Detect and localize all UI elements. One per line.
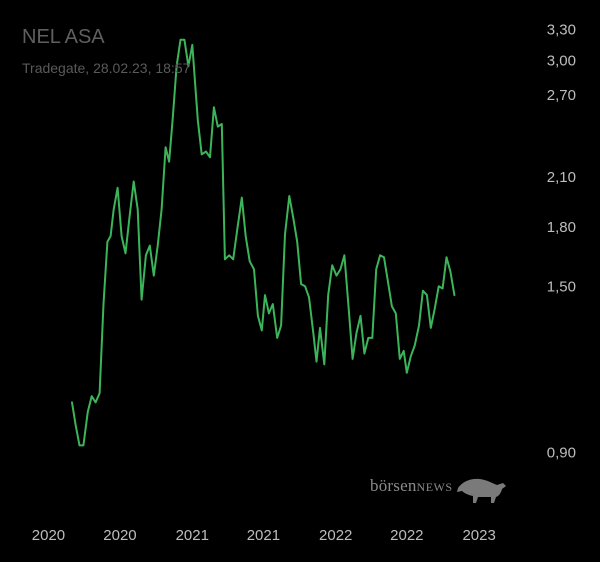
chart-title: NEL ASA (22, 26, 105, 48)
x-tick-label: 2022 (319, 527, 352, 544)
x-tick-label: 2020 (32, 527, 65, 544)
x-tick-label: 2023 (462, 527, 495, 544)
y-tick-label: 2,70 (547, 87, 576, 104)
y-tick-label: 2,10 (547, 169, 576, 186)
price-line (71, 38, 456, 447)
y-tick-label: 1,80 (547, 219, 576, 236)
bull-icon (457, 478, 506, 503)
watermark-brand-lower: börsen (370, 476, 417, 495)
y-axis-ticks: 3,30 3,00 2,70 2,10 1,80 1,50 0,90 (547, 22, 576, 462)
boersennews-watermark: börsenNEWS (370, 476, 506, 503)
x-tick-label: 2020 (103, 527, 136, 544)
watermark-text: börsenNEWS (370, 476, 453, 495)
chart-subtitle: Tradegate, 28.02.23, 18:57 (22, 60, 191, 76)
x-tick-label: 2021 (247, 527, 280, 544)
y-tick-label: 3,00 (547, 53, 576, 70)
watermark-brand-upper: NEWS (416, 480, 453, 494)
x-axis-ticks: 2020 2020 2021 2021 2022 2022 2023 (32, 527, 496, 544)
x-tick-label: 2022 (390, 527, 423, 544)
y-tick-label: 1,50 (547, 278, 576, 295)
x-tick-label: 2021 (176, 527, 209, 544)
y-tick-label: 0,90 (547, 445, 576, 462)
y-tick-label: 3,30 (547, 22, 576, 39)
